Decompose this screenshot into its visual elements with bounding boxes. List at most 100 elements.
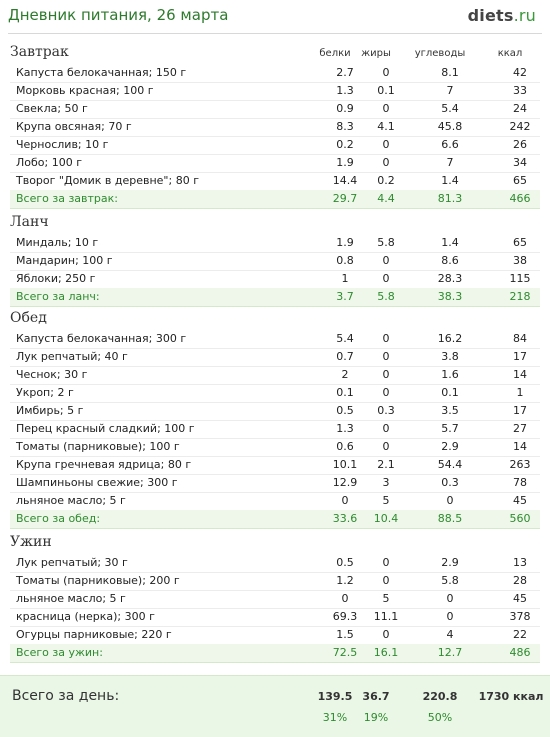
- food-name: красница (нерка); 300 г: [16, 610, 155, 623]
- value-protein: 1: [341, 272, 349, 285]
- carbs-percent: 50%: [427, 711, 453, 724]
- food-row: красница (нерка); 300 г 69.3 11.1 0 378: [10, 608, 540, 627]
- food-name: Мандарин; 100 г: [16, 254, 113, 267]
- value-carbs: 16.2: [437, 332, 463, 345]
- value-protein: 72.5: [332, 646, 358, 659]
- value-carbs: 5.7: [441, 422, 459, 435]
- value-protein: 0.7: [336, 350, 354, 363]
- value-carbs: 5.8: [441, 574, 459, 587]
- food-row: Томаты (парниковые); 200 г 1.2 0 5.8 28: [10, 572, 540, 591]
- food-row: Мандарин; 100 г 0.8 0 8.6 38: [10, 252, 540, 271]
- value-carbs: 4: [446, 628, 454, 641]
- value-protein: 14.4: [332, 174, 358, 187]
- value-carbs: 1.4: [441, 236, 459, 249]
- meal-title: Ужин: [10, 534, 52, 550]
- value-fat: 0.1: [377, 84, 395, 97]
- value-fat: 3: [382, 476, 390, 489]
- value-fat: 16.1: [373, 646, 399, 659]
- value-carbs: 12.7: [437, 646, 463, 659]
- value-fat: 0: [382, 66, 390, 79]
- value-kcal: 45: [513, 494, 527, 507]
- value-fat: 0: [382, 272, 390, 285]
- value-carbs: 28.3: [437, 272, 463, 285]
- value-protein: 5.4: [336, 332, 354, 345]
- value-fat: 0: [382, 386, 390, 399]
- logo-suffix: .ru: [513, 6, 536, 25]
- food-name: Капуста белокачанная; 300 г: [16, 332, 187, 345]
- fat-percent: 19%: [363, 711, 389, 724]
- value-kcal: 26: [513, 138, 527, 151]
- food-name: льняное масло; 5 г: [16, 592, 126, 605]
- meal-total-row: Всего за завтрак: 29.7 4.4 81.3 466: [10, 190, 540, 209]
- meal-total-row: Всего за ужин: 72.5 16.1 12.7 486: [10, 644, 540, 663]
- value-kcal: 42: [513, 66, 527, 79]
- value-carbs: 0: [446, 494, 454, 507]
- value-protein: 0: [341, 592, 349, 605]
- food-row: Огурцы парниковые; 220 г 1.5 0 4 22: [10, 626, 540, 645]
- value-fat: 0: [382, 574, 390, 587]
- meal-total-row: Всего за обед: 33.6 10.4 88.5 560: [10, 510, 540, 529]
- food-name: Лук репчатый; 30 г: [16, 556, 128, 569]
- site-logo[interactable]: diets.ru: [468, 6, 536, 25]
- meal-total-label: Всего за обед:: [16, 512, 101, 525]
- food-row: Свекла; 50 г 0.9 0 5.4 24: [10, 100, 540, 119]
- food-row: Шампиньоны свежие; 300 г 12.9 3 0.3 78: [10, 474, 540, 493]
- food-row: Томаты (парниковые); 100 г 0.6 0 2.9 14: [10, 438, 540, 457]
- day-total-kcal: 1730 ккал: [478, 690, 544, 703]
- value-fat: 0: [382, 156, 390, 169]
- food-row: Лобо; 100 г 1.9 0 7 34: [10, 154, 540, 173]
- value-protein: 0.5: [336, 404, 354, 417]
- value-kcal: 45: [513, 592, 527, 605]
- value-protein: 29.7: [332, 192, 358, 205]
- value-kcal: 1: [516, 386, 524, 399]
- value-kcal: 14: [513, 440, 527, 453]
- food-name: льняное масло; 5 г: [16, 494, 126, 507]
- value-fat: 0: [382, 368, 390, 381]
- value-fat: 0: [382, 350, 390, 363]
- value-kcal: 34: [513, 156, 527, 169]
- food-name: Укроп; 2 г: [16, 386, 74, 399]
- food-name: Свекла; 50 г: [16, 102, 88, 115]
- column-header-carbs: углеводы: [414, 48, 466, 59]
- value-carbs: 3.8: [441, 350, 459, 363]
- value-kcal: 65: [513, 236, 527, 249]
- value-carbs: 6.6: [441, 138, 459, 151]
- value-protein: 2.7: [336, 66, 354, 79]
- value-kcal: 65: [513, 174, 527, 187]
- food-name: Яблоки; 250 г: [16, 272, 96, 285]
- meal-total-label: Всего за завтрак:: [16, 192, 119, 205]
- food-name: Томаты (парниковые); 200 г: [16, 574, 180, 587]
- meal-total-label: Всего за ужин:: [16, 646, 103, 659]
- value-fat: 5.8: [377, 236, 395, 249]
- food-row: Капуста белокачанная; 150 г 2.7 0 8.1 42: [10, 64, 540, 83]
- value-carbs: 2.9: [441, 556, 459, 569]
- value-carbs: 0: [446, 592, 454, 605]
- value-fat: 0: [382, 138, 390, 151]
- meal-total-label: Всего за ланч:: [16, 290, 100, 303]
- food-row: Капуста белокачанная; 300 г 5.4 0 16.2 84: [10, 330, 540, 349]
- value-fat: 4.1: [377, 120, 395, 133]
- value-protein: 0.6: [336, 440, 354, 453]
- value-kcal: 466: [509, 192, 531, 205]
- value-fat: 0: [382, 440, 390, 453]
- value-protein: 33.6: [332, 512, 358, 525]
- value-protein: 1.9: [336, 156, 354, 169]
- value-fat: 0: [382, 422, 390, 435]
- food-name: Лук репчатый; 40 г: [16, 350, 128, 363]
- value-carbs: 0: [446, 610, 454, 623]
- food-name: Чеснок; 30 г: [16, 368, 88, 381]
- value-protein: 10.1: [332, 458, 358, 471]
- value-carbs: 5.4: [441, 102, 459, 115]
- value-fat: 0: [382, 628, 390, 641]
- column-header-kcal: ккал: [497, 48, 523, 59]
- value-protein: 0.1: [336, 386, 354, 399]
- food-name: Чернослив; 10 г: [16, 138, 109, 151]
- value-carbs: 7: [446, 156, 454, 169]
- food-name: Крупа гречневая ядрица; 80 г: [16, 458, 192, 471]
- food-name: Капуста белокачанная; 150 г: [16, 66, 187, 79]
- protein-percent: 31%: [322, 711, 348, 724]
- value-carbs: 1.6: [441, 368, 459, 381]
- value-kcal: 17: [513, 350, 527, 363]
- food-row: Морковь красная; 100 г 1.3 0.1 7 33: [10, 82, 540, 101]
- value-carbs: 88.5: [437, 512, 463, 525]
